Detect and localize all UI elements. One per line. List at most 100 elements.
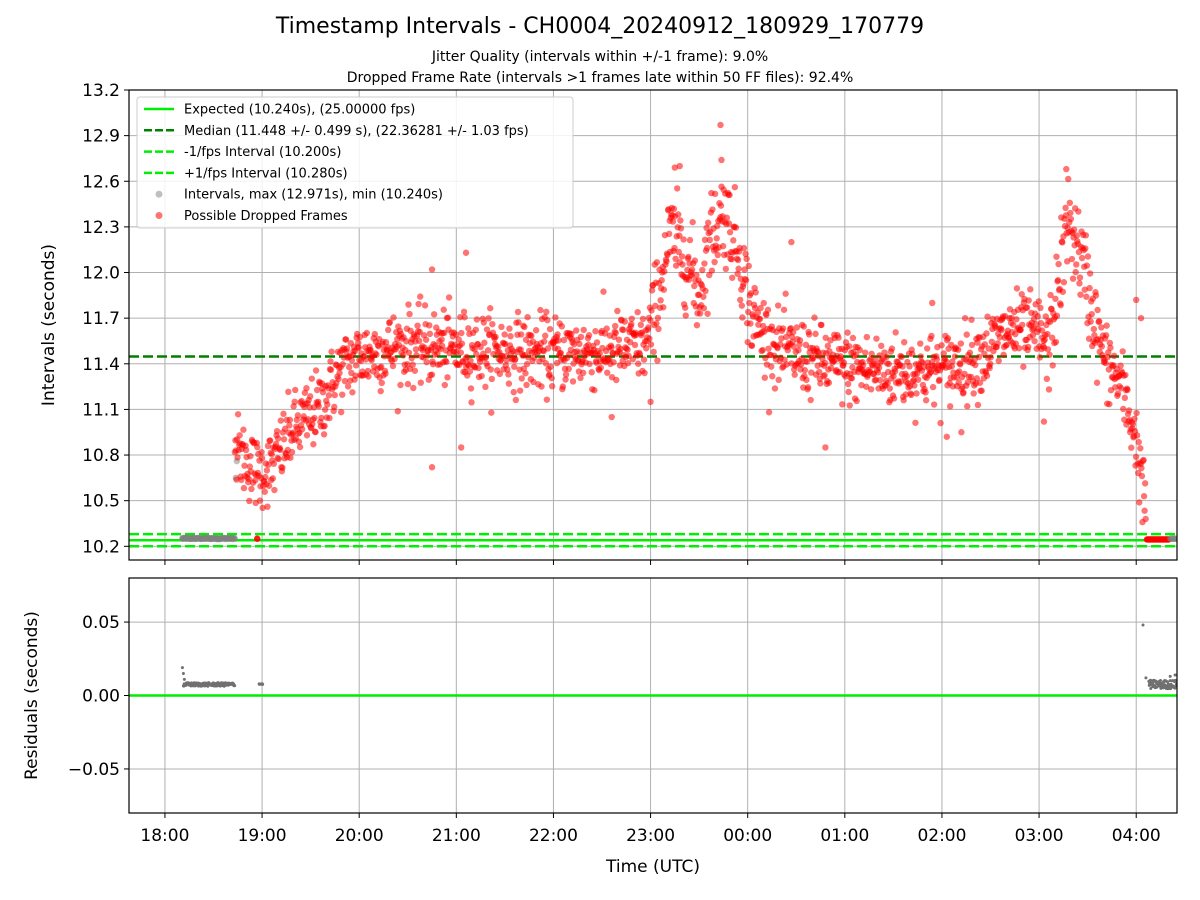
legend-entry-label: Expected (10.240s), (25.00000 fps) (184, 103, 415, 118)
dropped-frame-point (240, 484, 248, 492)
dropped-frame-point (1072, 268, 1079, 276)
dropped-frame-point (325, 392, 333, 399)
dropped-frame-point (303, 432, 311, 439)
dropped-frame-point (901, 338, 908, 346)
dropped-frame-point (1102, 359, 1109, 367)
y-tick-label: 11.4 (82, 355, 120, 375)
dropped-frame-point (236, 432, 243, 439)
dropped-frame-point (1017, 326, 1024, 333)
dropped-frame-point (892, 329, 899, 336)
dropped-frame-point (714, 251, 721, 259)
dropped-frame-point (312, 367, 320, 374)
dropped-frame-point (562, 371, 570, 378)
dropped-frame-point (523, 381, 530, 389)
dropped-frame-point (714, 222, 721, 230)
dropped-frame-point (362, 356, 369, 363)
dropped-frame-point (981, 341, 989, 348)
dropped-frame-point (265, 461, 272, 468)
dropped-frame-point (264, 442, 272, 450)
dropped-frame-point (951, 353, 959, 360)
dropped-frame-point (408, 354, 415, 362)
residual-point (261, 682, 265, 686)
dropped-frame-point (382, 339, 390, 346)
dropped-frame-point (277, 446, 284, 454)
dropped-frame-point (1041, 336, 1048, 343)
dropped-frame-point (240, 426, 247, 433)
dropped-frame-point (426, 330, 434, 338)
dropped-frame-point (262, 473, 269, 481)
dropped-frame-point (1059, 288, 1067, 295)
dropped-frame-point (603, 325, 610, 332)
dropped-frame-point (1117, 385, 1125, 392)
dropped-frame-point (628, 315, 635, 322)
dropped-frame-point (577, 333, 585, 341)
dropped-frame-point (548, 374, 555, 382)
dropped-frame-point (706, 236, 713, 244)
dropped-frame-point (719, 242, 727, 250)
dropped-frame-point (504, 366, 511, 373)
dropped-frame-point (717, 121, 724, 129)
x-tick-label: 02:00 (917, 826, 966, 846)
dropped-frame-point (415, 300, 422, 308)
dropped-frame-point (289, 429, 297, 436)
dropped-frame-point (505, 380, 513, 387)
dropped-frame-point (675, 211, 682, 218)
dropped-frame-point (846, 402, 853, 409)
dropped-frame-point (415, 337, 423, 344)
dropped-frame-point (537, 306, 544, 314)
legend-marker-swatch (155, 190, 163, 198)
dropped-frame-point (339, 361, 346, 368)
dropped-frame-point (430, 311, 438, 318)
dropped-frame-point (1120, 405, 1127, 413)
dropped-frame-point (779, 325, 787, 332)
dropped-frame-point (1070, 226, 1078, 233)
dropped-frame-point (335, 375, 342, 383)
dropped-frame-point (631, 341, 639, 349)
dropped-frame-point (810, 354, 817, 362)
dropped-frame-point (637, 321, 645, 329)
dropped-frame-point (600, 288, 607, 295)
dropped-frame-point (654, 357, 661, 364)
dropped-frame-point (1038, 327, 1046, 334)
dropped-frame-point (1032, 320, 1040, 328)
dropped-frame-point (987, 354, 994, 361)
dropped-frame-point (679, 261, 686, 268)
dropped-frame-point (234, 411, 242, 418)
dropped-frame-point (943, 358, 950, 365)
x-tick-label: 04:00 (1112, 826, 1161, 846)
dropped-frame-point (465, 325, 472, 332)
dropped-frame-point (1063, 258, 1071, 265)
dropped-frame-point (417, 379, 424, 386)
dropped-frame-point (326, 414, 333, 422)
dropped-frame-point (756, 315, 764, 323)
dropped-frame-point (653, 259, 661, 266)
dropped-frame-point (544, 316, 551, 324)
dropped-frame-point (384, 326, 392, 334)
dropped-frame-point (1027, 286, 1034, 293)
dropped-frame-point (405, 301, 412, 308)
x-tick-label: 22:00 (529, 826, 578, 846)
dropped-frame-point (1110, 352, 1118, 360)
dropped-frame-point (800, 323, 807, 330)
dropped-frame-point (807, 396, 814, 404)
dropped-frame-point (273, 427, 281, 435)
dropped-frame-point (701, 236, 709, 244)
dropped-frame-point (805, 331, 813, 338)
dropped-frame-point (496, 370, 504, 378)
dropped-frame-point (421, 302, 429, 309)
dropped-frame-point (677, 217, 684, 224)
x-axis-label: Time (UTC) (605, 857, 700, 877)
dropped-frame-point (487, 305, 494, 312)
dropped-frame-point (1003, 341, 1010, 349)
dropped-frame-point (852, 351, 860, 359)
dropped-frame-point (928, 332, 935, 340)
dropped-frame-point (321, 406, 329, 413)
dropped-frame-point (1060, 279, 1068, 286)
dropped-frame-point (984, 313, 991, 320)
dropped-frame-point (1076, 274, 1084, 281)
legend-entry-label: Median (11.448 +/- 0.499 s), (22.36281 +… (184, 124, 529, 139)
dropped-frame-point (568, 330, 575, 338)
dropped-frame-point (488, 409, 495, 416)
dropped-frame-point (1052, 338, 1060, 346)
dropped-frame-point (1019, 321, 1026, 329)
